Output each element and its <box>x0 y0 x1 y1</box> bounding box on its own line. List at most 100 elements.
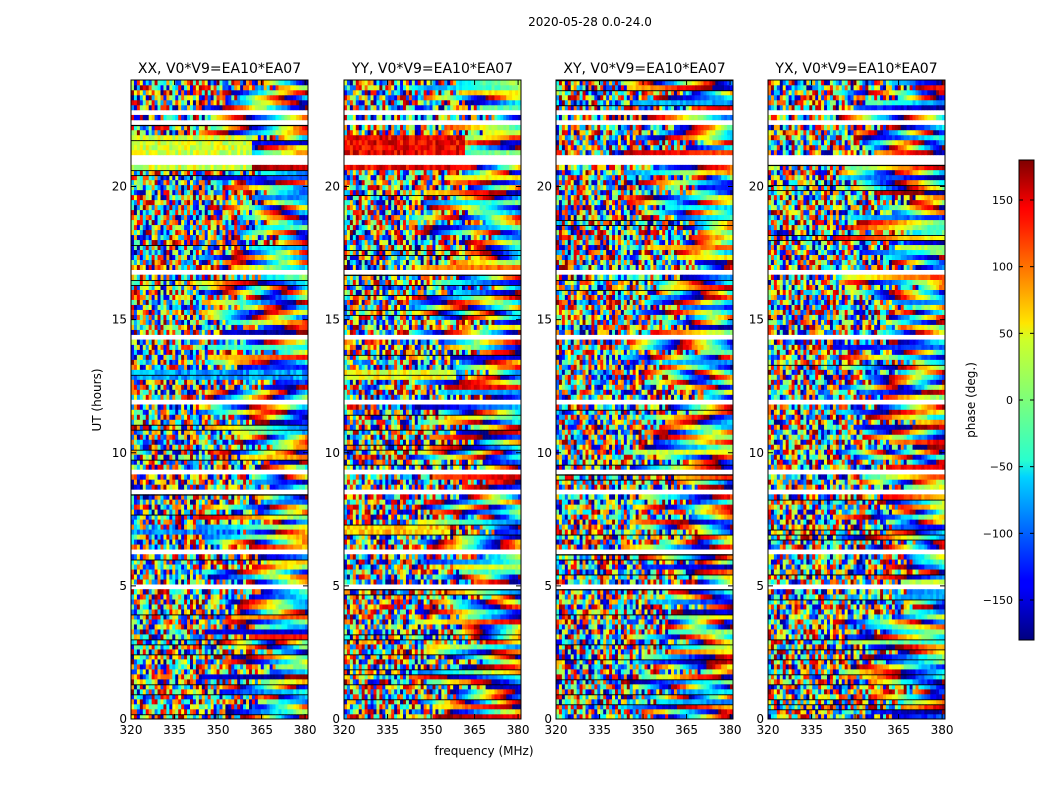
heatmap-cell <box>237 664 241 670</box>
heatmap-cell <box>190 454 194 460</box>
heatmap-cell <box>157 499 161 505</box>
heatmap-cell <box>219 404 223 410</box>
heatmap-cell <box>184 594 188 600</box>
heatmap-cell <box>222 349 226 355</box>
heatmap-cell <box>133 519 138 525</box>
heatmap-cell <box>254 419 259 425</box>
heatmap-cell <box>198 669 203 675</box>
heatmap-cell <box>175 494 179 500</box>
heatmap-cell <box>260 669 265 675</box>
heatmap-cell <box>299 354 303 360</box>
heatmap-cell <box>207 624 211 630</box>
heatmap-cell <box>243 514 247 520</box>
heatmap-cell <box>243 639 247 645</box>
heatmap-cell <box>204 464 208 470</box>
heatmap-cell <box>222 494 226 500</box>
heatmap-cell <box>145 554 149 560</box>
heatmap-cell <box>281 654 285 660</box>
heatmap-cell <box>237 684 241 690</box>
heatmap-cell <box>133 644 138 650</box>
heatmap-cell <box>225 304 229 310</box>
heatmap-cell <box>175 474 179 480</box>
heatmap-cell <box>263 454 267 460</box>
heatmap-cell <box>257 369 262 375</box>
heatmap-cell <box>154 369 158 375</box>
heatmap-cell <box>192 579 197 585</box>
heatmap-cell <box>210 544 214 550</box>
heatmap-cell <box>228 384 232 390</box>
heatmap-cell <box>213 294 217 300</box>
heatmap-cell <box>269 349 273 355</box>
heatmap-cell <box>293 619 297 625</box>
heatmap-cell <box>163 274 167 280</box>
heatmap-cell <box>284 509 288 515</box>
heatmap-cell <box>175 339 179 345</box>
heatmap-cell <box>187 449 191 455</box>
heatmap-cell <box>287 404 291 410</box>
heatmap-cell <box>299 394 303 400</box>
heatmap-cell <box>305 599 309 605</box>
heatmap-cell <box>178 544 182 550</box>
heatmap-cell <box>204 524 208 530</box>
heatmap-cell <box>257 704 262 710</box>
heatmap-cell <box>287 574 291 580</box>
heatmap-cell <box>269 559 273 565</box>
heatmap-cell <box>169 434 173 440</box>
heatmap-cell <box>234 409 238 415</box>
heatmap-cell <box>198 299 203 305</box>
heatmap-cell <box>157 714 161 720</box>
heatmap-cell <box>275 319 279 325</box>
heatmap-cell <box>305 449 309 455</box>
heatmap-cell <box>195 359 200 365</box>
heatmap-cell <box>219 669 223 675</box>
heatmap-cell <box>142 319 147 325</box>
heatmap-cell <box>260 464 265 470</box>
heatmap-cell <box>225 529 229 535</box>
heatmap-cell <box>195 614 200 620</box>
heatmap-cell <box>151 629 155 635</box>
heatmap-cell <box>296 354 300 360</box>
heatmap-cell <box>178 704 182 710</box>
heatmap-cell <box>160 319 164 325</box>
heatmap-cell <box>207 684 211 690</box>
heatmap-cell <box>293 494 297 500</box>
heatmap-cell <box>131 289 135 295</box>
heatmap-cell <box>266 339 270 345</box>
heatmap-cell <box>216 459 220 465</box>
heatmap-cell <box>172 604 176 610</box>
heatmap-cell <box>160 324 164 330</box>
heatmap-cell <box>257 534 262 540</box>
heatmap-cell <box>133 424 138 430</box>
heatmap-cell <box>257 289 262 295</box>
heatmap-cell <box>263 524 267 530</box>
heatmap-cell <box>290 429 294 435</box>
heatmap-cell <box>251 704 256 710</box>
heatmap-cell <box>234 579 238 585</box>
heatmap-cell <box>178 689 182 695</box>
heatmap-cell <box>172 574 176 580</box>
heatmap-cell <box>225 419 229 425</box>
heatmap-cell <box>160 464 164 470</box>
heatmap-cell <box>228 344 232 350</box>
heatmap-cell <box>145 674 149 680</box>
heatmap-cell <box>228 704 232 710</box>
heatmap-cell <box>201 574 206 580</box>
heatmap-cell <box>178 649 182 655</box>
heatmap-cell <box>166 359 170 365</box>
heatmap-cell <box>184 649 188 655</box>
heatmap-cell <box>181 279 185 285</box>
heatmap-cell <box>195 684 200 690</box>
heatmap-cell <box>192 409 197 415</box>
heatmap-cell <box>169 274 173 280</box>
heatmap-cell <box>192 509 197 515</box>
heatmap-cell <box>172 689 176 695</box>
heatmap-cell <box>163 694 167 700</box>
heatmap-cell <box>225 684 229 690</box>
heatmap-cell <box>299 439 303 445</box>
heatmap-cell <box>305 634 309 640</box>
heatmap-cell <box>246 299 250 305</box>
heatmap-cell <box>269 284 273 290</box>
heatmap-cell <box>163 349 167 355</box>
heatmap-cell <box>192 304 197 310</box>
heatmap-cell <box>201 629 206 635</box>
